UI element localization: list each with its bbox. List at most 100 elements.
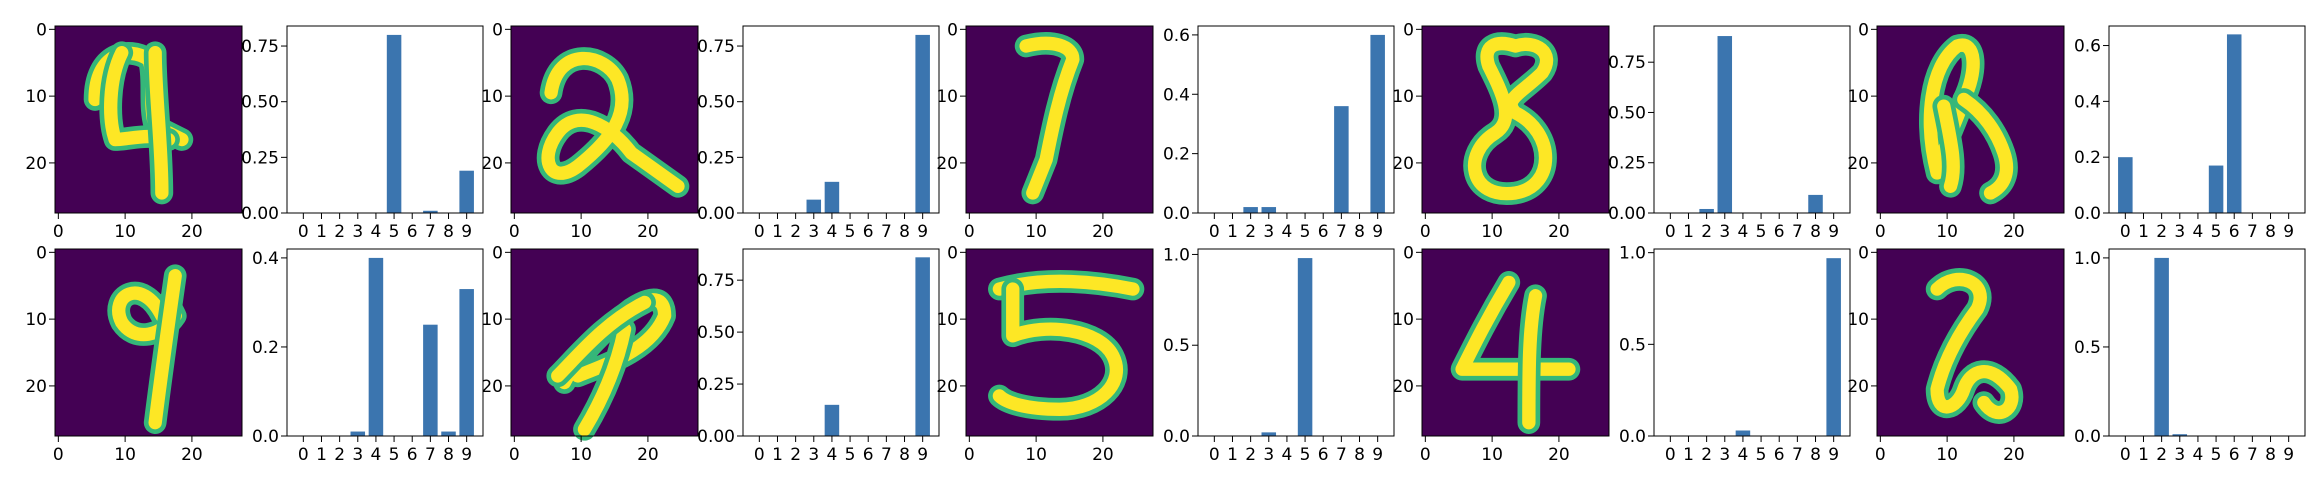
bar-y-tick-label: 0.0 <box>2074 204 2101 224</box>
bar-y-tick-label: 0.50 <box>241 93 279 113</box>
probability-bar <box>1826 258 1841 436</box>
bar-x-tick-label: 4 <box>2193 222 2204 242</box>
probability-bar-chart: 0 1 2 3 4 5 6 7 8 9 0.0 0.2 0.4 <box>252 248 484 465</box>
bar-x-tick-label: 1 <box>772 445 783 465</box>
probability-bar <box>1261 207 1277 213</box>
image-x-tick-label: 0 <box>964 222 975 242</box>
image-y-tick-label: 0 <box>947 20 958 40</box>
bar-x-tick-label: 5 <box>845 445 856 465</box>
bar-y-tick-label: 0.00 <box>241 204 279 224</box>
image-y-tick-label: 0 <box>1858 243 1869 263</box>
bar-axes-frame <box>1197 25 1395 214</box>
digit-stroke-core <box>1957 92 2014 200</box>
probability-bar <box>824 181 840 213</box>
image-y-tick-label: 10 <box>936 87 958 107</box>
bar-x-tick-label: 6 <box>863 445 874 465</box>
bar-x-tick-label: 1 <box>2138 222 2149 242</box>
image-y-tick-label: 0 <box>1858 20 1869 40</box>
probability-bar-chart: 0 1 2 3 4 5 6 7 8 9 0.0 0.5 1.0 <box>1619 244 1851 465</box>
digit-stroke-core <box>1930 272 2019 420</box>
digit-strokes <box>1919 33 2018 205</box>
bar-x-tick-label: 2 <box>2156 222 2167 242</box>
bar-x-tick-label: 9 <box>461 222 472 242</box>
image-y-tick-label: 10 <box>936 310 958 330</box>
bar-y-tick-label: 0.0 <box>1163 427 1190 447</box>
bar-x-tick-label: 2 <box>334 445 345 465</box>
bar-x-tick-label: 5 <box>389 445 400 465</box>
bar-y-tick-label: 0.5 <box>2074 338 2101 358</box>
bar-axes-frame <box>742 25 940 214</box>
bar-x-tick-label: 0 <box>2120 222 2131 242</box>
bar-x-tick-label: 0 <box>754 445 765 465</box>
bar-x-tick-label: 0 <box>1665 445 1676 465</box>
bar-y-tick-label: 0.4 <box>2074 92 2101 112</box>
image-y-tick-label: 20 <box>936 377 958 397</box>
bar-x-tick-label: 6 <box>2229 222 2240 242</box>
bar-x-tick-label: 0 <box>1665 222 1676 242</box>
bar-x-tick-label: 4 <box>1282 222 1293 242</box>
image-y-tick-label: 20 <box>1392 154 1414 174</box>
bar-y-tick-label: 0.25 <box>697 148 735 168</box>
digit-image-panel: 0 0 10 10 20 20 <box>1392 243 1610 465</box>
bar-x-tick-label: 7 <box>1336 445 1347 465</box>
bar-x-tick-label: 4 <box>827 445 838 465</box>
bar-x-tick-label: 6 <box>407 222 418 242</box>
bar-y-tick-label: 0.75 <box>241 37 279 57</box>
probability-bar <box>423 324 438 436</box>
bar-y-tick-label: 1.0 <box>1163 245 1190 265</box>
bar-x-tick-label: 7 <box>425 222 436 242</box>
bar-y-tick-label: 0.5 <box>1163 336 1190 356</box>
image-x-tick-label: 0 <box>53 445 64 465</box>
bar-x-tick-label: 7 <box>1792 445 1803 465</box>
digit-stroke-core <box>148 269 182 430</box>
image-axes-frame <box>510 25 699 214</box>
image-x-tick-label: 10 <box>570 445 592 465</box>
digit-stroke-core <box>551 295 652 383</box>
bar-y-tick-label: 0.0 <box>1619 427 1646 447</box>
probability-bar <box>1261 432 1277 436</box>
bar-x-tick-label: 2 <box>1245 445 1256 465</box>
bar-x-tick-label: 3 <box>1719 445 1730 465</box>
bar-x-tick-label: 9 <box>2283 222 2294 242</box>
bar-y-tick-label: 0.25 <box>241 148 279 168</box>
image-y-tick-label: 0 <box>36 243 47 263</box>
digit-strokes <box>83 41 194 205</box>
bar-y-tick-label: 0.0 <box>2074 427 2101 447</box>
bar-x-tick-label: 3 <box>2174 445 2185 465</box>
probability-bar <box>915 34 930 214</box>
bar-axes-frame <box>286 248 484 437</box>
image-y-tick-label: 20 <box>1847 377 1869 397</box>
image-y-tick-label: 10 <box>1847 87 1869 107</box>
digit-strokes <box>1925 268 2024 424</box>
bar-y-tick-label: 0.5 <box>1619 335 1646 355</box>
image-y-tick-label: 0 <box>36 20 47 40</box>
image-axes-frame <box>965 248 1154 437</box>
probability-bar <box>423 210 438 213</box>
bar-y-tick-label: 0.75 <box>1608 53 1646 73</box>
bar-x-tick-label: 8 <box>443 222 454 242</box>
probability-bar <box>350 431 366 436</box>
probability-bar <box>441 431 456 436</box>
bar-x-tick-label: 2 <box>334 222 345 242</box>
bar-x-tick-label: 0 <box>1209 445 1220 465</box>
image-axes-frame <box>54 25 243 214</box>
bar-x-tick-label: 2 <box>2156 445 2167 465</box>
bar-axes-frame <box>1653 248 1851 437</box>
bar-x-tick-label: 8 <box>1354 222 1365 242</box>
bar-x-tick-label: 4 <box>1738 222 1749 242</box>
bar-x-tick-label: 2 <box>790 445 801 465</box>
image-y-tick-label: 10 <box>481 310 503 330</box>
bar-y-tick-label: 0.6 <box>1163 26 1190 46</box>
bar-y-tick-label: 1.0 <box>2074 249 2101 269</box>
bar-x-tick-label: 1 <box>1683 222 1694 242</box>
bar-x-tick-label: 6 <box>863 222 874 242</box>
image-x-tick-label: 10 <box>1025 222 1047 242</box>
digit-stroke-core <box>1522 289 1543 430</box>
bar-x-tick-label: 9 <box>917 222 928 242</box>
digit-image-panel: 0 0 10 10 20 20 <box>936 20 1154 242</box>
bar-axes-frame <box>1653 25 1851 214</box>
probability-bar <box>824 404 840 436</box>
bar-x-tick-label: 1 <box>316 445 327 465</box>
bar-x-tick-label: 8 <box>899 222 910 242</box>
image-y-tick-label: 10 <box>25 310 47 330</box>
